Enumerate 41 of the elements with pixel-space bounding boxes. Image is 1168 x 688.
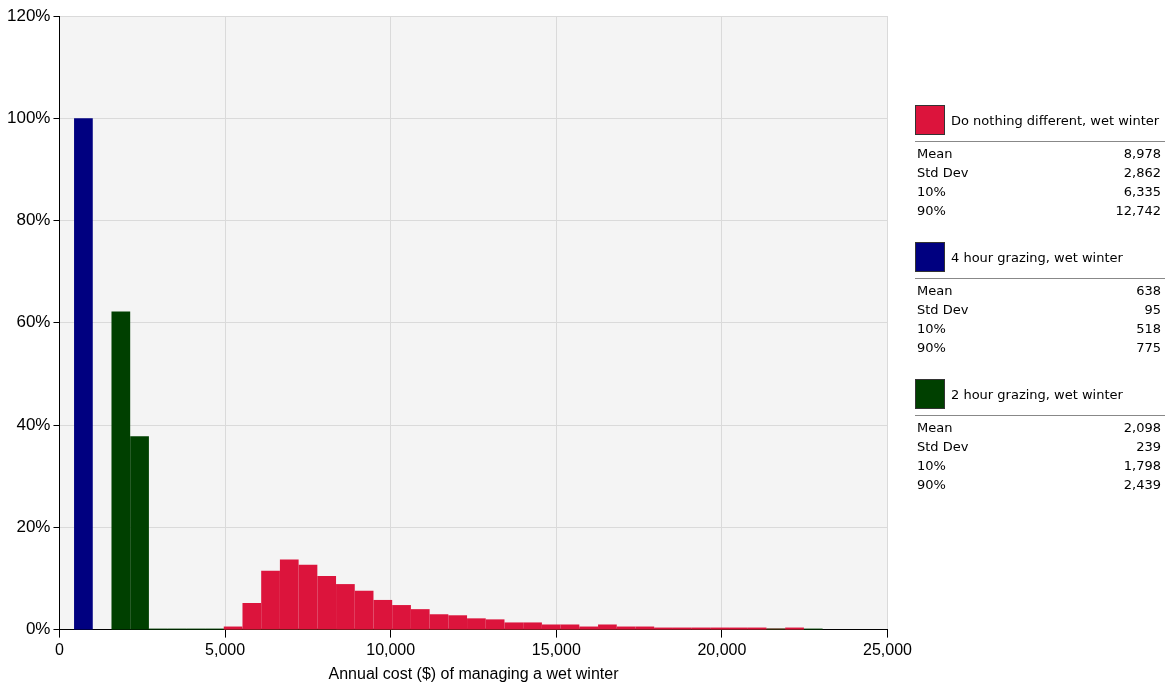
text: 518 [1136,320,1161,338]
y-tick-label: 80% [16,210,51,230]
y-tick-label: 100% [7,107,51,127]
text: 775 [1136,339,1161,357]
text: 638 [1136,282,1161,300]
text: 95 [1144,301,1161,319]
text: 10% [917,183,946,201]
x-tick-label: 15,000 [531,640,581,658]
text: Mean [917,419,953,437]
text: Std Dev [917,164,969,182]
text: Mean [917,145,953,163]
text: 2,862 [1123,164,1161,182]
legend-label: Do nothing different, wet winter [951,112,1160,128]
y-tick-label: 0% [25,619,51,639]
y-tick-label: 20% [16,517,51,537]
text: 10% [917,457,946,475]
text: 2,098 [1123,419,1161,437]
x-tick-label: 0 [55,640,65,658]
legend-label: 4 hour grazing, wet winter [951,249,1123,265]
text: 2,439 [1123,476,1161,494]
text: 6,335 [1123,183,1161,201]
x-axis-title: Annual cost ($) of managing a wet winter [328,664,620,682]
text: 90% [917,202,946,220]
x-tick-label: 5,000 [205,640,246,658]
text: 8,978 [1123,145,1161,163]
x-tick-label: 10,000 [366,640,416,658]
text: 90% [917,476,946,494]
text: 12,742 [1115,202,1161,220]
y-tick-label: 120% [7,5,51,25]
text: 90% [917,339,946,357]
text: 1,798 [1123,457,1161,475]
text: 10% [917,320,946,338]
text: Std Dev [917,438,969,456]
y-tick-label: 60% [16,312,51,332]
text: 239 [1136,438,1161,456]
text: Mean [917,282,953,300]
text: Std Dev [917,301,969,319]
x-tick-label: 20,000 [697,640,747,658]
legend-label: 2 hour grazing, wet winter [951,386,1123,402]
x-tick-label: 25,000 [863,640,913,658]
y-tick-label: 40% [16,414,51,434]
